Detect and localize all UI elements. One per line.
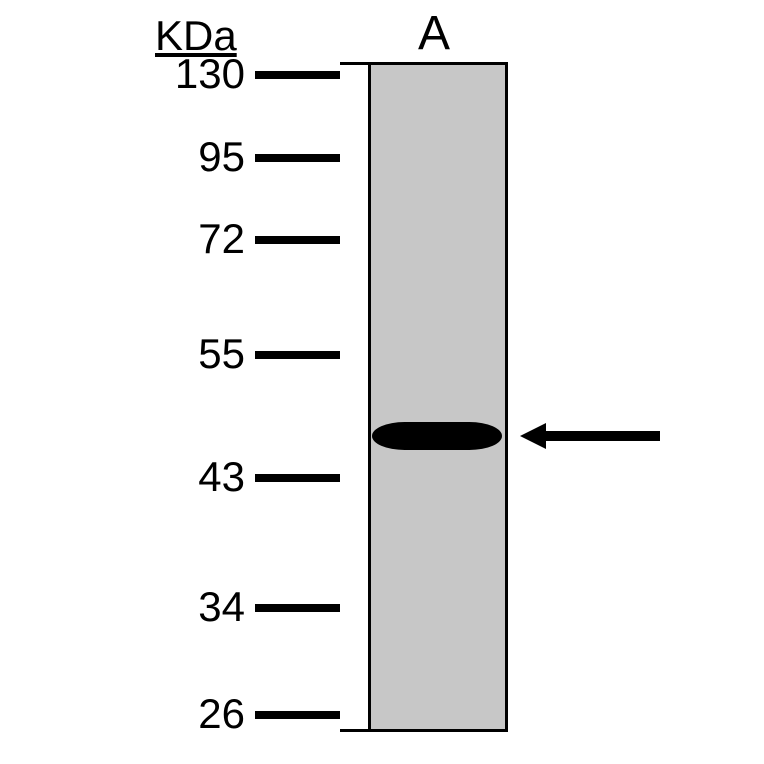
marker-tick-26	[255, 711, 340, 719]
marker-tick-55	[255, 351, 340, 359]
lane-border-left	[368, 62, 371, 732]
indicator-arrow-shaft	[546, 431, 660, 441]
lane-a	[368, 62, 508, 732]
marker-label-95: 95	[198, 133, 245, 181]
indicator-arrow-head	[520, 423, 546, 449]
lane-border-top	[340, 62, 508, 65]
marker-tick-72	[255, 236, 340, 244]
marker-label-55: 55	[198, 330, 245, 378]
marker-tick-43	[255, 474, 340, 482]
protein-band	[372, 422, 502, 450]
marker-label-72: 72	[198, 215, 245, 263]
marker-tick-95	[255, 154, 340, 162]
marker-tick-34	[255, 604, 340, 612]
marker-label-26: 26	[198, 690, 245, 738]
marker-label-43: 43	[198, 453, 245, 501]
western-blot-figure: KDa 130957255433426 A	[0, 0, 764, 764]
marker-label-34: 34	[198, 583, 245, 631]
lane-a-label: A	[418, 6, 450, 61]
lane-border-bottom	[340, 729, 508, 732]
marker-tick-130	[255, 71, 340, 79]
lane-border-right	[505, 62, 508, 732]
marker-label-130: 130	[175, 50, 245, 98]
ladder-column	[255, 62, 340, 732]
